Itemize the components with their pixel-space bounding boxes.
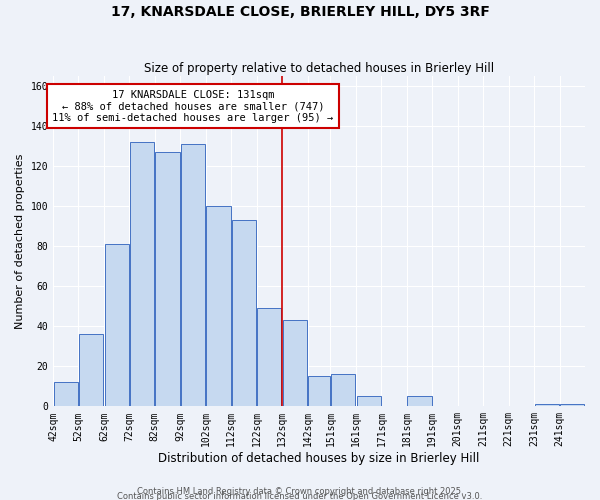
Bar: [257, 308, 281, 406]
Text: Contains public sector information licensed under the Open Government Licence v3: Contains public sector information licen…: [118, 492, 482, 500]
Bar: [308, 376, 330, 406]
Bar: [53, 382, 78, 406]
Text: 17, KNARSDALE CLOSE, BRIERLEY HILL, DY5 3RF: 17, KNARSDALE CLOSE, BRIERLEY HILL, DY5 …: [110, 5, 490, 19]
Bar: [130, 142, 154, 406]
Bar: [104, 244, 129, 406]
Bar: [206, 206, 230, 406]
Bar: [181, 144, 205, 406]
Text: Contains HM Land Registry data © Crown copyright and database right 2025.: Contains HM Land Registry data © Crown c…: [137, 486, 463, 496]
Bar: [331, 374, 355, 406]
Bar: [232, 220, 256, 406]
Bar: [407, 396, 431, 406]
Bar: [283, 320, 307, 406]
Bar: [356, 396, 381, 406]
Bar: [79, 334, 103, 406]
Y-axis label: Number of detached properties: Number of detached properties: [15, 154, 25, 328]
Title: Size of property relative to detached houses in Brierley Hill: Size of property relative to detached ho…: [144, 62, 494, 74]
Bar: [155, 152, 179, 406]
Bar: [535, 404, 559, 406]
X-axis label: Distribution of detached houses by size in Brierley Hill: Distribution of detached houses by size …: [158, 452, 480, 465]
Text: 17 KNARSDALE CLOSE: 131sqm
← 88% of detached houses are smaller (747)
11% of sem: 17 KNARSDALE CLOSE: 131sqm ← 88% of deta…: [52, 90, 334, 123]
Bar: [560, 404, 584, 406]
